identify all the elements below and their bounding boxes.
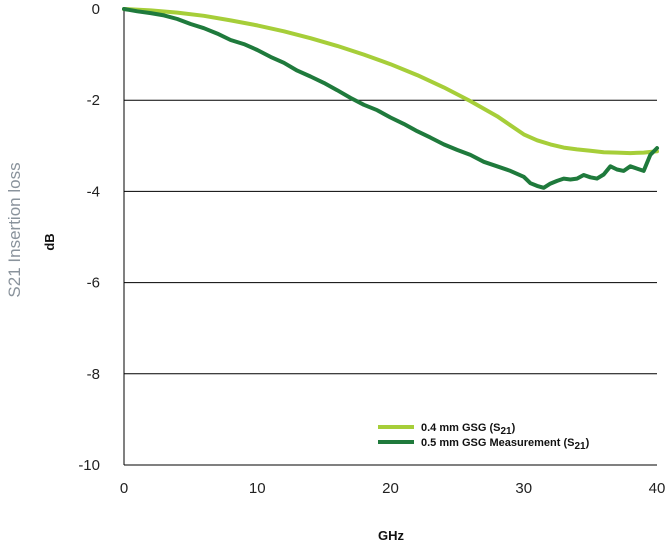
grid-lines xyxy=(124,99,657,466)
y-tick-label: 0 xyxy=(92,1,100,18)
y-tick-label: -2 xyxy=(87,92,100,109)
series-lines xyxy=(122,7,659,190)
y-tick-label: -8 xyxy=(87,366,100,383)
legend: 0.4 mm GSG (S21)0.5 mm GSG Measurement (… xyxy=(378,422,590,452)
y-tick-label: -10 xyxy=(78,457,100,474)
axes xyxy=(123,9,657,466)
x-tick-labels: 0 10 20 30 40 xyxy=(120,480,666,497)
y-axis-label: dB xyxy=(42,233,57,250)
series-line-1 xyxy=(122,7,659,156)
y-tick-labels: 0 -2 -4 -6 -8 -10 xyxy=(78,1,100,474)
y-tick-label: -4 xyxy=(87,183,100,200)
x-tick-label: 20 xyxy=(382,480,399,497)
x-axis-label: GHz xyxy=(378,528,405,543)
legend-label: 0.5 mm GSG Measurement (S21) xyxy=(421,437,590,452)
y-tick-label: -6 xyxy=(87,275,100,292)
series-line-2 xyxy=(122,7,659,190)
x-tick-label: 10 xyxy=(249,480,266,497)
x-tick-label: 40 xyxy=(649,480,666,497)
x-tick-label: 0 xyxy=(120,480,128,497)
legend-label: 0.4 mm GSG (S21) xyxy=(421,422,516,437)
side-axis-title: S21 Insertion loss xyxy=(5,162,24,297)
x-tick-label: 30 xyxy=(515,480,532,497)
